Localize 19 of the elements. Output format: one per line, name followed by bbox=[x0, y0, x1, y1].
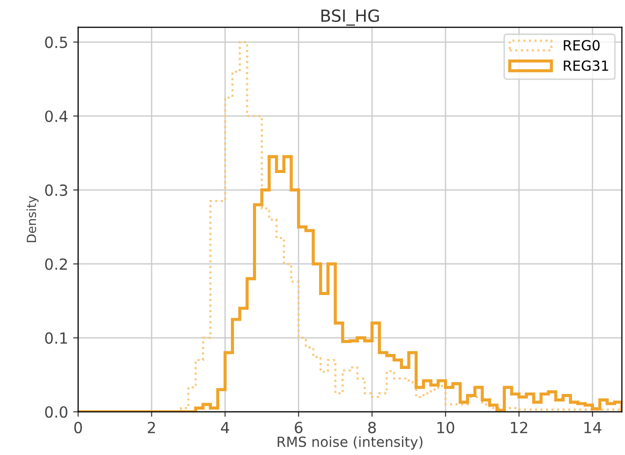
x-tick-label: 14 bbox=[584, 422, 602, 434]
x-tick-label: 6 bbox=[294, 422, 302, 434]
legend-label: REG31 bbox=[564, 60, 608, 71]
y-axis-title: Density bbox=[26, 196, 39, 242]
x-tick-label: 8 bbox=[368, 422, 376, 434]
y-tick-label: 0.0 bbox=[45, 406, 68, 418]
y-tick-label: 0.4 bbox=[45, 110, 68, 122]
x-tick-label: 0 bbox=[74, 422, 82, 434]
x-axis-title: RMS noise (intensity) bbox=[278, 436, 422, 450]
chart-title: BSI_HG bbox=[321, 9, 379, 26]
y-tick-label: 0.3 bbox=[45, 184, 68, 196]
x-tick-label: 10 bbox=[437, 422, 454, 434]
y-tick-label: 0.2 bbox=[45, 258, 67, 270]
x-tick-label: 12 bbox=[510, 422, 528, 434]
y-tick-label: 0.1 bbox=[45, 332, 67, 344]
legend-label: REG0 bbox=[564, 40, 600, 51]
y-tick-label: 0.5 bbox=[45, 36, 68, 48]
x-tick-label: 4 bbox=[220, 422, 230, 434]
x-tick-label: 2 bbox=[148, 422, 155, 434]
